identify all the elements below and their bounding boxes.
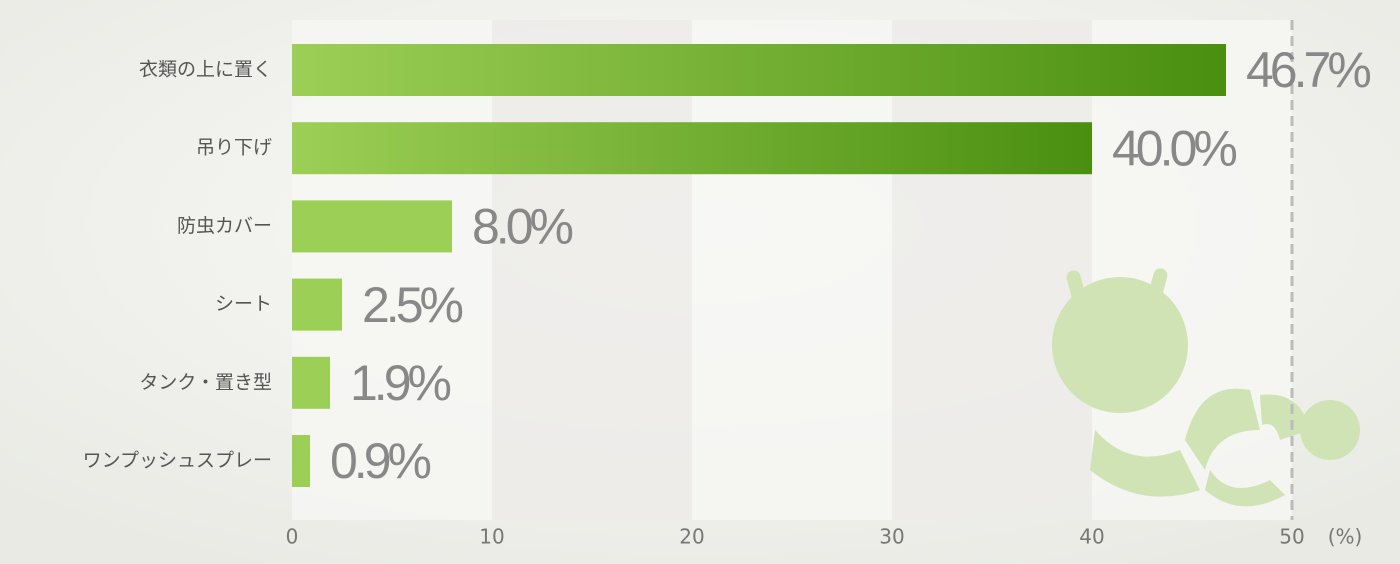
bar: [292, 278, 342, 331]
x-tick-label: 10: [479, 525, 504, 549]
caterpillar-illustration: [1052, 268, 1360, 507]
category-label: ワンプッシュスプレー: [83, 450, 272, 472]
category-label: シート: [215, 293, 272, 315]
category-label: タンク・置き型: [139, 371, 272, 393]
bar: [292, 44, 1226, 96]
x-tick-label: 30: [879, 525, 904, 549]
category-label: 吊り下げ: [196, 137, 272, 159]
x-tick-label: 20: [679, 525, 704, 549]
band: [292, 20, 492, 520]
bands: [292, 20, 1292, 520]
x-tick-label: 0: [286, 525, 299, 549]
value-label: 40.0%: [1112, 120, 1236, 176]
band: [692, 20, 892, 520]
x-tick-label: 50: [1279, 525, 1304, 549]
bar: [292, 122, 1092, 175]
category-label: 防虫カバー: [177, 215, 272, 237]
bar: [292, 356, 330, 409]
band: [892, 20, 1092, 520]
band: [492, 20, 692, 520]
value-label: 1.9%: [350, 355, 451, 411]
bar: [292, 435, 310, 487]
category-label: 衣類の上に置く: [139, 59, 272, 81]
x-tick-label: 40: [1079, 525, 1104, 549]
x-axis-label: (%): [1328, 525, 1363, 549]
value-label: 0.9%: [330, 433, 431, 489]
bar: [292, 200, 452, 253]
value-label: 2.5%: [362, 277, 463, 333]
value-label: 46.7%: [1246, 42, 1370, 98]
value-label: 8.0%: [472, 199, 573, 255]
